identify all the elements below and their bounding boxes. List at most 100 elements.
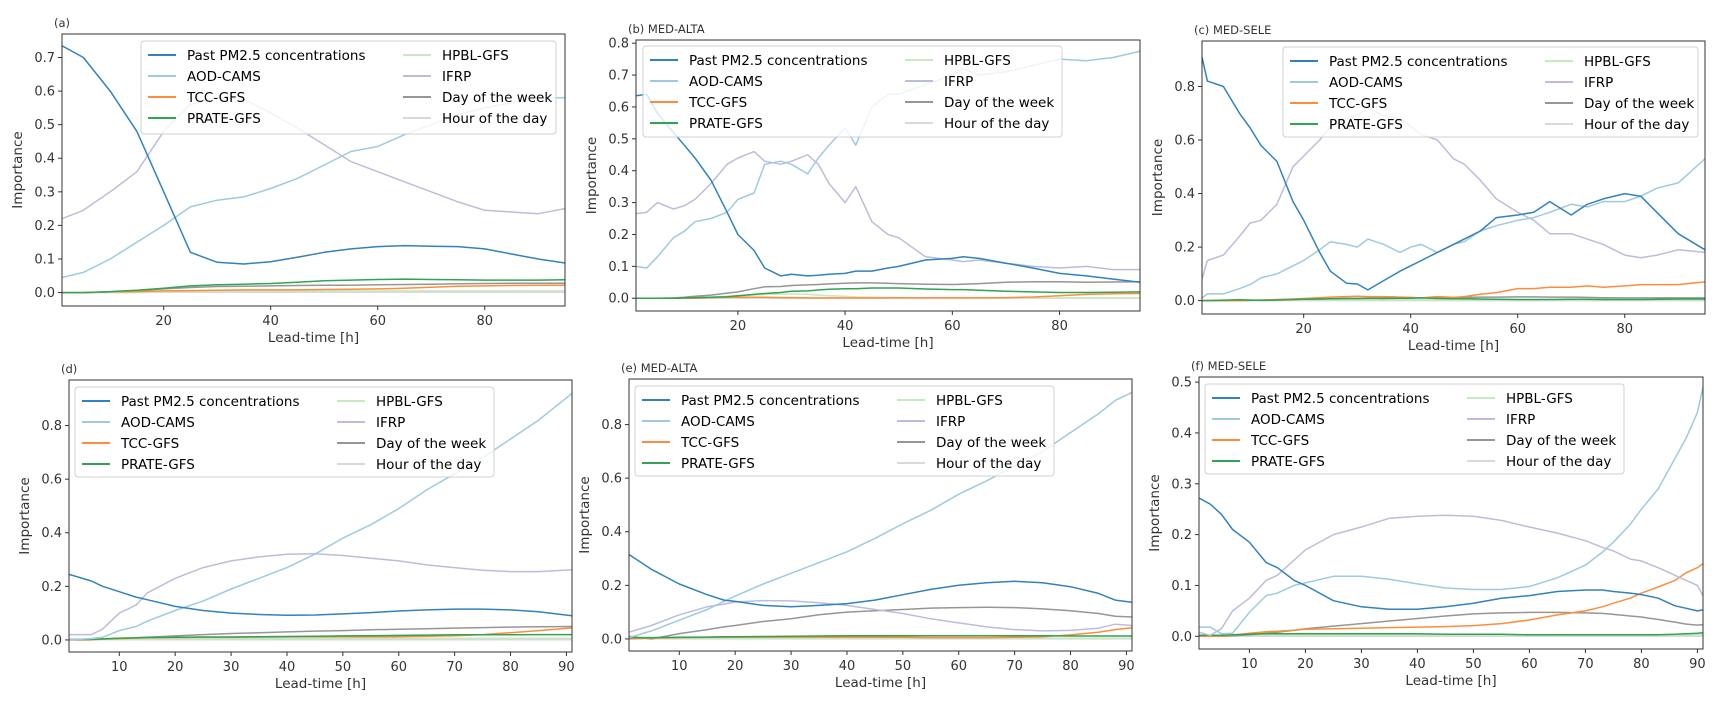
x-tick-label: 60 (1509, 322, 1526, 337)
y-tick-label: 0.4 (608, 164, 629, 179)
series-line-aod (1202, 158, 1705, 299)
series-group (62, 45, 565, 294)
axes-frame (1201, 40, 1706, 315)
legend: Past PM2.5 concentrations AOD-CAMS TCC-GFS… (74, 386, 495, 478)
x-tick-label: 70 (446, 660, 463, 675)
x-tick-label: 10 (111, 660, 128, 675)
legend-label-hpbl: HPBL-GFS (376, 394, 443, 410)
legend-label-prate: PRATE-GFS (187, 111, 261, 127)
x-tick-label: 60 (369, 314, 386, 329)
legend-label-aod: AOD-CAMS (1251, 412, 1325, 428)
legend-label-hpbl: HPBL-GFS (1506, 391, 1573, 407)
legend-label-prate: PRATE-GFS (681, 456, 755, 472)
x-tick-label: 20 (1295, 322, 1312, 337)
y-tick-label: 0.5 (34, 118, 55, 133)
x-tick-label: 40 (279, 660, 296, 675)
legend-label-ifrp: IFRP (442, 69, 471, 85)
y-tick-label: 0.2 (34, 219, 55, 234)
y-tick-label: 0.7 (34, 51, 55, 66)
x-tick-label: 80 (1062, 659, 1079, 674)
y-tick-label: 0.0 (41, 633, 62, 648)
legend-label-prate: PRATE-GFS (689, 116, 763, 132)
legend-label-aod: AOD-CAMS (121, 415, 195, 431)
legend-label-pm25: Past PM2.5 concentrations (689, 53, 868, 69)
y-tick-label: 0.8 (1174, 80, 1195, 95)
y-tick-label: 0.3 (608, 196, 629, 211)
series-line-ifrp (629, 599, 1132, 633)
x-tick-label: 90 (1689, 657, 1706, 672)
series-group (69, 392, 572, 641)
legend-label-tcc: TCC-GFS (688, 95, 747, 111)
x-tick-label: 90 (558, 660, 575, 675)
y-tick-label: 0.4 (601, 525, 622, 540)
panel-title: (a) (54, 16, 70, 30)
legend-label-hod: Hour of the day (442, 111, 547, 127)
legend-label-dow: Day of the week (1584, 96, 1694, 112)
series-line-pm25 (629, 553, 1132, 608)
legend-label-aod: AOD-CAMS (681, 414, 755, 430)
legend: Past PM2.5 concentrations AOD-CAMS TCC-GFS… (140, 40, 557, 135)
axes-frame (61, 33, 566, 307)
y-tick-label: 0.0 (1171, 630, 1192, 645)
legend-label-prate: PRATE-GFS (1329, 117, 1403, 133)
series-line-prate (1199, 631, 1703, 637)
panel-title: (b) MED-ALTA (628, 22, 705, 36)
x-tick-label: 40 (839, 659, 856, 674)
legend-label-hod: Hour of the day (1506, 454, 1611, 470)
y-tick-label: 0.6 (41, 473, 62, 488)
x-tick-label: 20 (727, 659, 744, 674)
y-tick-label: 0.1 (608, 260, 629, 275)
series-line-aod (1199, 387, 1703, 635)
series-line-ifrp (62, 97, 565, 220)
legend-label-pm25: Past PM2.5 concentrations (187, 48, 366, 64)
y-tick-label: 0.2 (608, 228, 629, 243)
x-tick-label: 20 (730, 319, 747, 334)
y-axis-label: Importance (577, 476, 593, 553)
y-axis-label: Importance (1150, 139, 1166, 216)
y-axis-label: Importance (1147, 474, 1163, 551)
legend-label-hod: Hour of the day (944, 116, 1049, 132)
panel-title: (c) MED-SELE (1194, 23, 1271, 37)
x-tick-label: 60 (390, 660, 407, 675)
legend-label-pm25: Past PM2.5 concentrations (1329, 54, 1508, 70)
y-tick-label: 0.2 (1171, 528, 1192, 543)
legend: Past PM2.5 concentrations AOD-CAMS TCC-GFS… (1282, 46, 1699, 138)
y-tick-label: 0.0 (608, 292, 629, 307)
series-line-prate (636, 287, 1140, 299)
series-line-pm25 (1199, 497, 1703, 612)
x-tick-label: 80 (1616, 322, 1633, 337)
x-axis-label: Lead-time [h] (835, 675, 926, 691)
y-tick-label: 0.6 (34, 85, 55, 100)
x-tick-label: 40 (1402, 322, 1419, 337)
series-line-ifrp (636, 150, 1140, 271)
y-tick-label: 0.4 (1174, 187, 1195, 202)
x-axis-label: Lead-time [h] (842, 335, 933, 351)
y-tick-label: 0.5 (1171, 376, 1192, 391)
legend-label-pm25: Past PM2.5 concentrations (681, 393, 860, 409)
legend: Past PM2.5 concentrations AOD-CAMS TCC-GFS… (1204, 383, 1625, 475)
legend-label-ifrp: IFRP (1506, 412, 1535, 428)
y-axis-label: Importance (10, 131, 26, 208)
legend-label-ifrp: IFRP (936, 414, 965, 430)
y-tick-label: 0.6 (1174, 134, 1195, 149)
series-line-pm25 (62, 45, 565, 265)
legend-label-dow: Day of the week (936, 435, 1046, 451)
legend-label-hod: Hour of the day (376, 457, 481, 473)
legend-box (1204, 383, 1625, 475)
series-line-prate (69, 633, 572, 641)
chart-panel-d: (d) 0.0 0.2 0.4 0.6 0.8 10 20 30 40 50 60 70 80 90 Lead… (17, 362, 575, 692)
legend-label-hpbl: HPBL-GFS (944, 53, 1011, 69)
y-tick-label: 0.6 (601, 472, 622, 487)
x-tick-label: 30 (1353, 657, 1370, 672)
legend-box (140, 40, 557, 135)
x-tick-label: 50 (1465, 657, 1482, 672)
y-tick-label: 0.1 (34, 252, 55, 267)
y-tick-label: 0.0 (34, 286, 55, 301)
x-axis-label: Lead-time [h] (275, 676, 366, 692)
x-tick-label: 60 (1521, 657, 1538, 672)
y-tick-label: 0.8 (41, 419, 62, 434)
x-tick-label: 20 (155, 314, 172, 329)
series-line-aod (629, 391, 1132, 639)
legend-label-pm25: Past PM2.5 concentrations (1251, 391, 1430, 407)
series-group (629, 391, 1132, 640)
